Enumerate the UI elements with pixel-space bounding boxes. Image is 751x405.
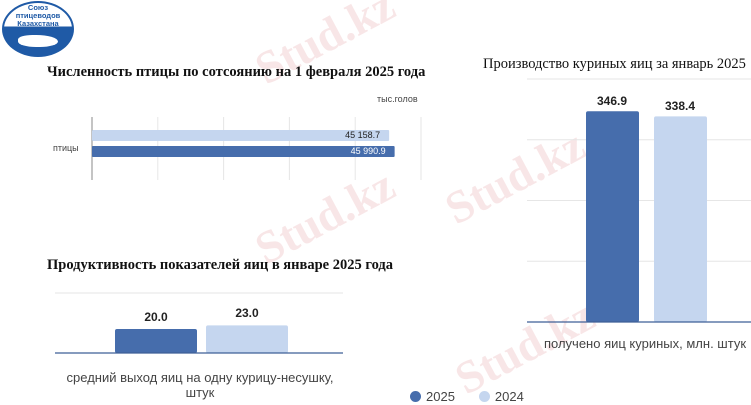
chart3-bar-2025 [586,111,639,323]
chart3-data-label-2024: 338.4 [664,99,696,114]
chart1-bar-2024 [92,130,390,141]
chart1-title: Численность птицы по сотсоянию на 1 февр… [47,64,426,80]
chart2-data-label-2024: 23.0 [235,306,259,321]
chart1-category-label: птицы [53,143,79,153]
map-icon [18,35,58,47]
chart2-category-label: средний выход яиц на одну курицу-несушку… [66,370,334,400]
logo-text: Союз [27,3,49,12]
chart3-title: Производство куриных яиц за январь 2025 [483,56,746,72]
chart3-category-label: получено яиц куриных, млн. штук [543,336,747,351]
chart2-title: Продуктивность показателей яиц в январе … [47,257,393,273]
logo-text: птицеводов [15,11,61,20]
logo-text: Казахстана [17,19,59,28]
chart3-data-label-2025: 346.9 [596,94,628,109]
logo: Союз птицеводов Казахстана [2,1,74,57]
chart1-data-label-2024: 45 158.7 [345,130,381,140]
legend-2025-marker [410,391,421,402]
chart1-data-label-2025: 45 990.9 [350,146,386,156]
chart3-bar-2024 [654,116,707,322]
chart1-unit-label: тыс.голов [377,94,418,104]
legend-2024-marker [478,391,490,402]
legend-2024-label: 2024 [494,389,524,404]
legend: 2025 2024 [410,389,524,404]
chart2-data-label-2025: 20.0 [144,310,168,324]
chart2-bar-2025 [115,329,197,353]
legend-2025-label: 2025 [426,389,455,404]
chart2-bar-2024 [206,325,288,353]
chart1-bar-2025 [92,146,395,157]
